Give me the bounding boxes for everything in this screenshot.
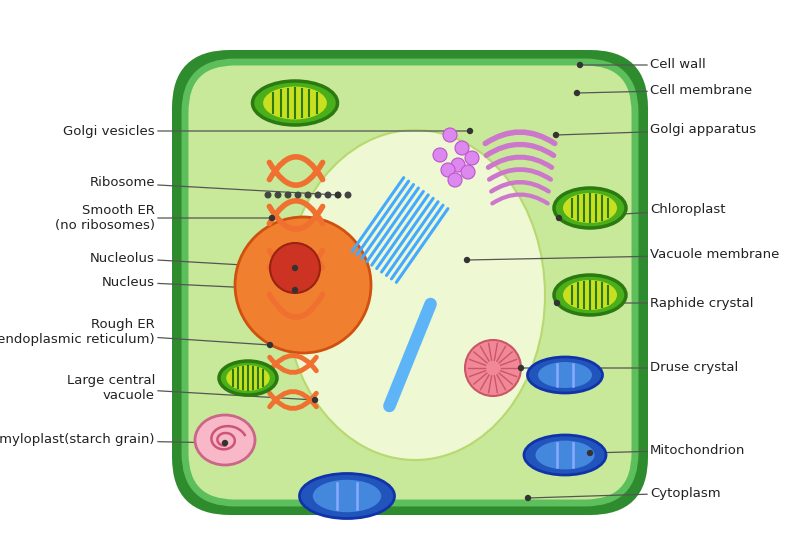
Ellipse shape [299,473,394,519]
Circle shape [467,128,474,134]
Circle shape [556,215,562,221]
Circle shape [292,265,298,271]
Circle shape [443,128,457,142]
FancyArrowPatch shape [270,163,322,185]
FancyArrowPatch shape [270,391,316,407]
FancyArrowPatch shape [490,169,550,179]
Circle shape [292,287,298,293]
Ellipse shape [219,361,277,395]
Circle shape [345,192,351,198]
Circle shape [305,192,311,198]
Circle shape [269,215,275,221]
FancyArrowPatch shape [270,157,322,179]
Text: Druse crystal: Druse crystal [524,362,738,375]
Circle shape [441,163,455,177]
Ellipse shape [253,81,338,125]
FancyArrowPatch shape [270,357,316,372]
Circle shape [274,192,282,198]
FancyArrowPatch shape [486,132,554,144]
Ellipse shape [538,362,592,388]
Circle shape [267,342,273,348]
FancyArrowPatch shape [270,393,316,409]
Ellipse shape [313,480,381,512]
Ellipse shape [524,435,606,475]
Ellipse shape [285,130,545,460]
FancyBboxPatch shape [185,62,635,503]
Text: Large central
vacuole: Large central vacuole [66,374,312,402]
Ellipse shape [195,415,255,465]
Text: Cell wall: Cell wall [582,59,706,72]
Ellipse shape [554,188,626,228]
FancyBboxPatch shape [172,50,648,515]
Circle shape [334,192,342,198]
Text: Mitochondrion: Mitochondrion [593,443,746,457]
Ellipse shape [527,357,602,393]
Text: Ribosome: Ribosome [90,177,335,195]
Circle shape [312,397,318,403]
Text: Golgi apparatus: Golgi apparatus [558,124,756,136]
Text: Cell membrane: Cell membrane [580,83,752,97]
Circle shape [518,365,524,371]
Text: Chloroplast: Chloroplast [562,203,726,218]
Ellipse shape [535,440,594,470]
Text: Golgi vesicles: Golgi vesicles [63,125,467,138]
Text: Nucleolus: Nucleolus [90,252,292,268]
Circle shape [464,257,470,263]
FancyArrowPatch shape [270,250,322,273]
Circle shape [448,173,462,187]
Circle shape [574,90,580,96]
FancyArrowPatch shape [492,195,548,203]
Circle shape [265,192,271,198]
Text: Nucleus: Nucleus [102,276,292,290]
Circle shape [270,243,320,293]
Text: Amyloplast(starch grain): Amyloplast(starch grain) [0,433,222,447]
Circle shape [586,450,594,456]
Circle shape [451,158,465,172]
Circle shape [577,62,583,68]
Ellipse shape [563,280,617,310]
FancyArrowPatch shape [486,144,554,155]
Circle shape [455,141,469,155]
Circle shape [465,340,521,396]
Circle shape [525,495,531,501]
Ellipse shape [563,193,617,223]
Text: Cytoplasm: Cytoplasm [530,486,721,500]
Text: Smooth ER
(no ribosomes): Smooth ER (no ribosomes) [55,204,270,232]
FancyArrowPatch shape [270,201,322,224]
FancyArrowPatch shape [270,206,322,229]
Circle shape [294,192,302,198]
Ellipse shape [226,365,270,391]
Circle shape [314,192,322,198]
Circle shape [222,440,228,446]
Circle shape [465,151,479,165]
Circle shape [553,132,559,138]
Circle shape [461,165,475,179]
FancyArrowPatch shape [491,182,549,191]
Circle shape [433,148,447,162]
Ellipse shape [263,87,327,120]
FancyArrowPatch shape [270,356,316,371]
Ellipse shape [554,275,626,315]
Circle shape [325,192,331,198]
FancyArrowPatch shape [270,245,322,268]
Circle shape [554,300,560,306]
Text: Vacuole membrane: Vacuole membrane [470,249,779,262]
Circle shape [335,192,341,198]
FancyArrowPatch shape [488,157,552,168]
Text: Rough ER
(endoplasmic reticulum): Rough ER (endoplasmic reticulum) [0,318,267,346]
Text: Raphide crystal: Raphide crystal [560,296,754,310]
Circle shape [285,192,291,198]
Circle shape [235,217,371,353]
FancyArrowPatch shape [270,295,322,317]
